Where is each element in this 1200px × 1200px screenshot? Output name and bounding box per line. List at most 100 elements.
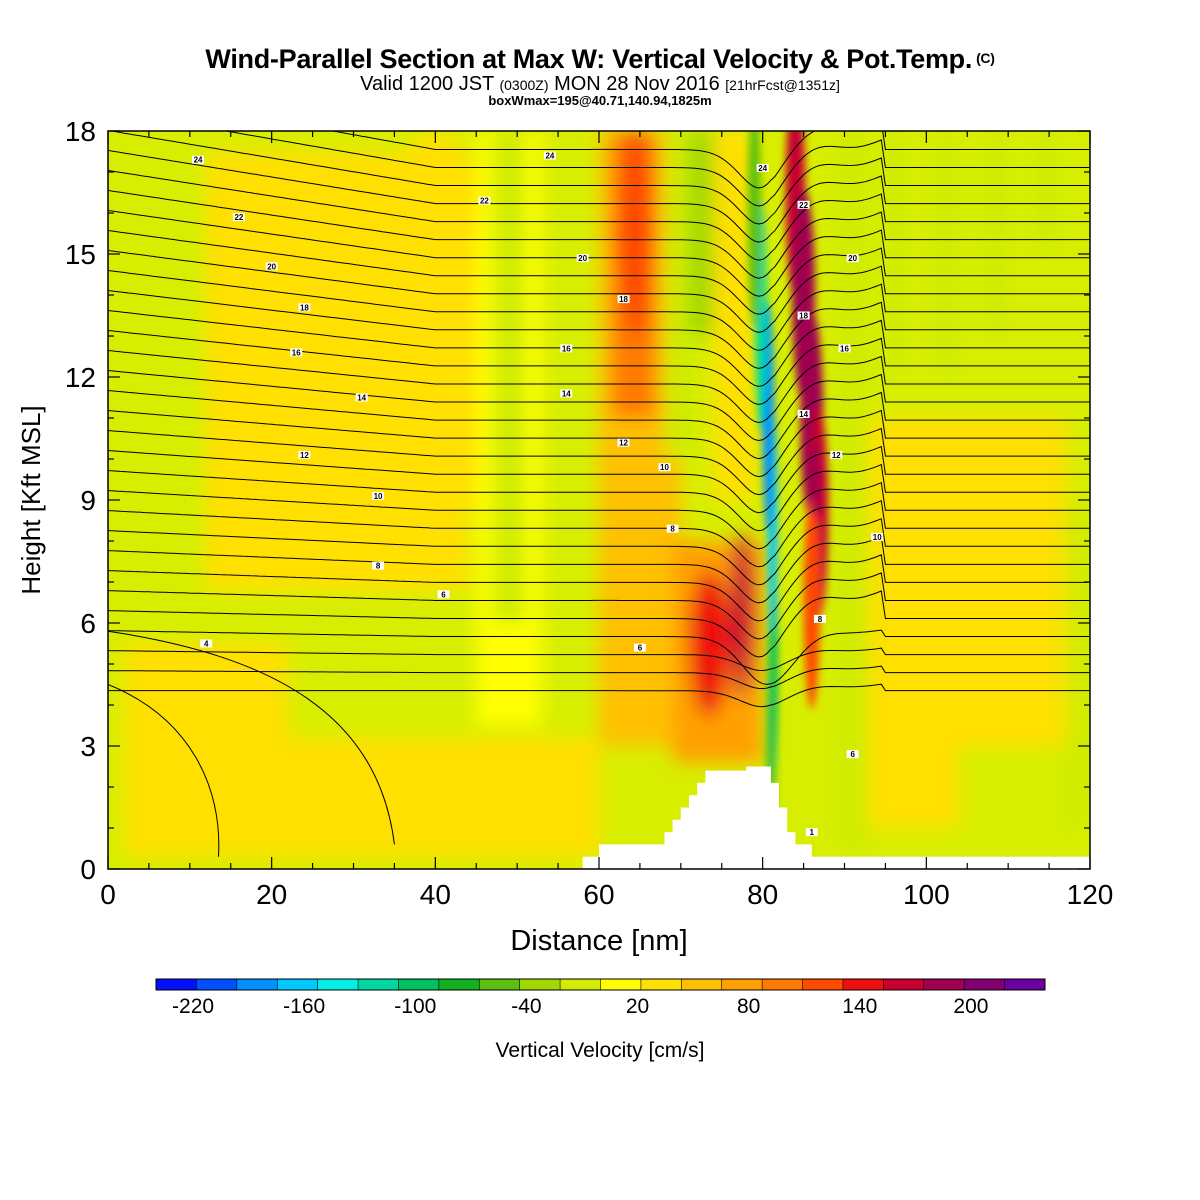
contour-label-bg [666,524,679,533]
contour-label: 12 [832,451,841,460]
isentrope [108,230,1090,315]
colorbar-swatch [721,979,763,990]
colorbar-tick-label: 200 [953,995,988,1018]
isentrope [108,250,1090,333]
colorbar-swatch [277,979,319,990]
x-tick-label: 40 [420,879,451,910]
w-updraft [617,131,654,336]
isentrope [108,554,1090,622]
isentrope [108,390,1090,460]
contour-label-bg [830,450,843,459]
isentrope [108,665,1090,690]
y-tick-label: 3 [80,731,96,762]
colorbar-tick-label: -220 [172,995,214,1018]
colorbar-swatch [600,979,642,990]
colorbar-swatch [479,979,521,990]
isentrope [108,629,1090,685]
w-region [934,131,960,377]
contour-label: 14 [357,394,366,403]
colorbar-swatch [842,979,884,990]
w-region [492,131,526,623]
w-region [983,131,1009,336]
contour-label: 8 [670,525,675,534]
w-region [869,418,960,828]
isentrope [108,290,1090,369]
colorbar-tick-label: 80 [737,995,760,1018]
colorbar-swatch [317,979,359,990]
colorbar-swatch [196,979,238,990]
colorbar-tick-label: 140 [842,995,877,1018]
valid-time: Valid 1200 JST [360,73,494,95]
w-updraft [803,495,820,710]
contour-label-bg [560,389,573,398]
contour-label: 8 [376,562,381,571]
isentrope [108,647,1090,672]
potential-temperature-contours [108,131,1090,857]
isentrope [108,482,1090,550]
x-tick-label: 20 [256,879,287,910]
contour-label: 8 [818,615,823,624]
chart-title-text: Wind-Parallel Section at Max W: Vertical… [205,44,973,74]
w-region [124,643,289,857]
colorbar-swatch [883,979,925,990]
colorbar-swatch [358,979,399,990]
contour-label-bg [797,311,810,320]
contour-label-bg [797,409,810,418]
y-tick-label: 6 [80,608,96,639]
colorbar-tick-label: -160 [283,995,325,1018]
contour-label: 20 [578,254,587,263]
colorbar-swatch [640,979,682,990]
colorbar-swatch [438,979,480,990]
contour-label: 22 [480,197,489,206]
contour-label-bg [200,639,213,648]
contour-label-bg [846,254,859,263]
contour-label-bg [871,532,884,541]
colorbar: -220 -160 -100 -40 20 80 140 200 [155,978,1046,1018]
contour-label: 14 [562,389,571,398]
w-region [1032,131,1058,254]
isentrope [108,517,1090,586]
valid-date: MON 28 Nov 2016 [554,73,720,95]
contour-label-bg [617,295,630,304]
contour-label: 10 [873,533,882,542]
colorbar-swatch [1004,979,1046,990]
isentrope [108,463,1090,532]
w-region [288,737,599,857]
contour-label: 24 [194,156,203,165]
chart-title: Wind-Parallel Section at Max W: Vertical… [0,44,1200,75]
box-wmax-info: boxWmax=195@40.71,140.94,1825m [488,93,712,108]
forecast-info: [21hrFcst@1351z] [725,77,840,93]
contour-label-bg [192,155,205,164]
contour-label-bg [633,643,646,652]
isentrope [108,499,1090,568]
w-region [689,131,714,336]
contour-label: 22 [234,213,243,222]
y-tick-label: 0 [80,854,96,885]
isentrope [108,169,1090,261]
w-region [885,131,906,377]
contour-label: 12 [619,439,628,448]
contour-label-bg [232,213,245,222]
contour-label: 20 [267,262,276,271]
contour-label-bg [813,614,826,623]
isentrope [108,350,1090,424]
isentrope [108,630,395,845]
contour-label: 14 [799,410,808,419]
contour-label: 6 [441,590,446,599]
contour-label: 4 [204,640,209,649]
w-downdraft [747,131,762,328]
contour-label-bg [437,590,450,599]
isentrope [108,270,1090,351]
isentrope [108,590,1090,658]
contour-label-bg [846,750,859,759]
contour-label-bg [560,344,573,353]
contour-label-bg [805,828,818,837]
contour-label: 10 [374,492,383,501]
title-units-mark: (C) [976,50,995,66]
y-tick-label: 9 [80,485,96,516]
colorbar-swatch [519,979,561,990]
contour-label: 1 [810,828,815,837]
